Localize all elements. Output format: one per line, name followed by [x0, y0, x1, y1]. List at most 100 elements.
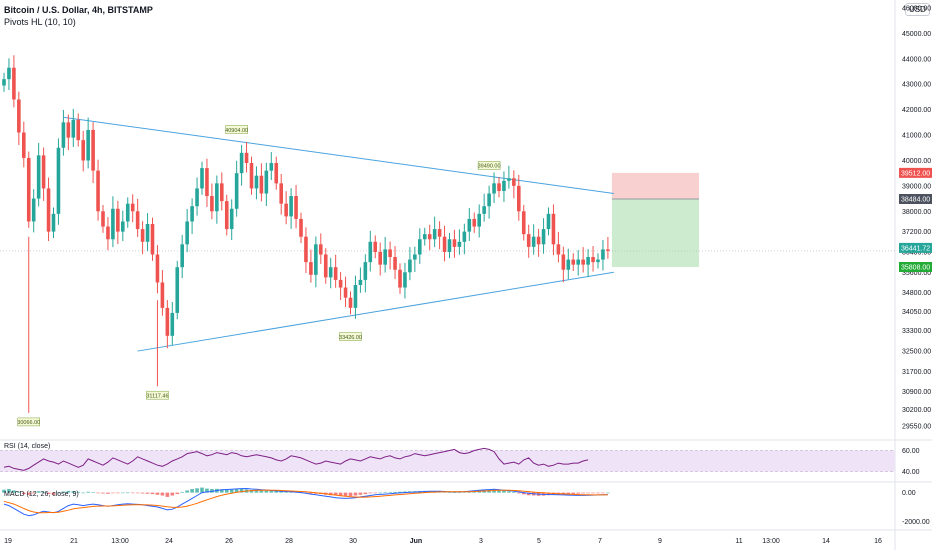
candle-body [457, 241, 462, 247]
time-tick-label: 13:00 [111, 538, 129, 545]
candle-body [190, 206, 194, 222]
candle-body [111, 208, 115, 240]
candle-body [220, 183, 224, 202]
price-tick-label: 44000.00 [902, 56, 931, 63]
price-tick-label: 33300.00 [902, 328, 931, 335]
indicator-label[interactable]: Pivots HL (10, 10) [4, 17, 76, 27]
candle-body [274, 163, 279, 184]
candle-body [512, 178, 516, 186]
time-tick-label: 9 [658, 538, 662, 545]
pivot-label: 33426.00 [339, 335, 362, 341]
price-tick-label: 46000.00 [902, 6, 931, 13]
candle-body [601, 249, 605, 260]
macd-histogram-bar [521, 492, 526, 495]
macd-histogram-bar [86, 491, 90, 493]
candle-body [264, 170, 269, 194]
candle-body [517, 185, 521, 212]
candle-body [393, 257, 397, 270]
candle-body [299, 218, 303, 237]
macd-histogram-bar [101, 492, 105, 494]
macd-histogram-bar [165, 492, 170, 497]
macd-histogram-bar [239, 489, 244, 493]
candle-body [269, 163, 274, 171]
macd-histogram-bar [368, 492, 373, 494]
price-tick-label: 36400.00 [902, 249, 931, 256]
macd-histogram-bar [135, 492, 140, 494]
price-tick-label: 30200.00 [902, 407, 931, 414]
price-tick-label: 43000.00 [902, 82, 931, 89]
candle-body [422, 234, 427, 240]
candle-body [165, 307, 170, 336]
macd-histogram-bar [388, 492, 392, 493]
candle-body [304, 236, 308, 263]
candle-body [61, 122, 66, 148]
macd-histogram-bar [111, 492, 115, 494]
price-tick-label: 35600.00 [902, 270, 931, 277]
candle-body [17, 99, 21, 133]
candle-body [333, 267, 338, 280]
candle-body [408, 259, 412, 273]
time-tick-label: 19 [4, 538, 12, 545]
candle-body [418, 239, 422, 255]
macd-histogram-bar [284, 491, 288, 493]
rsi-tick-label: 40.00 [902, 469, 920, 476]
macd-histogram-bar [160, 492, 165, 496]
candle-body [210, 196, 214, 212]
macd-histogram-bar [591, 492, 595, 494]
currency-badge[interactable]: USD [905, 3, 930, 16]
candle-body [606, 249, 610, 251]
macd-histogram-bar [224, 489, 229, 493]
candle-body [294, 196, 298, 219]
candle-body [46, 188, 51, 232]
candle-body [581, 259, 585, 265]
price-tick-label: 40000.00 [902, 158, 931, 165]
macd-histogram-bar [383, 492, 387, 493]
time-tick-label: 3 [479, 538, 483, 545]
candle-body [403, 272, 407, 288]
candle-body [323, 254, 328, 278]
macd-histogram-bar [452, 492, 457, 493]
macd-histogram-bar [76, 491, 81, 493]
candle-body [596, 259, 600, 263]
macd-histogram-bar [373, 492, 378, 494]
candle-body [279, 183, 283, 204]
macd-histogram-bar [358, 492, 363, 495]
candle-body [150, 224, 155, 255]
candle-body [427, 234, 432, 240]
rsi-line [3, 447, 589, 471]
candle-body [566, 259, 571, 270]
macd-histogram-bar [606, 492, 610, 494]
pivot-label-box [339, 332, 362, 341]
macd-histogram-bar [130, 492, 135, 494]
candle-body [215, 183, 219, 212]
candle-body [135, 211, 140, 230]
macd-histogram-bar [180, 491, 184, 493]
pivot-label: 40904.00 [225, 128, 248, 134]
macd-histogram-bar [66, 490, 71, 493]
candle-body [556, 244, 561, 255]
candle-body [7, 67, 11, 80]
candle-body [348, 297, 353, 308]
macd-histogram-bar [596, 492, 600, 494]
pivot-label-box [225, 125, 248, 134]
candle-body [259, 175, 264, 194]
macd-histogram-bar [264, 490, 269, 493]
candle-body [432, 229, 437, 240]
macd-histogram-bar [581, 492, 585, 494]
candle-body [36, 155, 41, 199]
macd-histogram-bar [96, 492, 100, 494]
candle-body [507, 178, 511, 181]
candle-body [467, 218, 472, 232]
candle-body [502, 180, 506, 191]
candle-body [378, 251, 382, 265]
macd-histogram-bar [125, 492, 130, 494]
macd-histogram-bar [155, 492, 160, 495]
candle-body [2, 79, 6, 86]
candle-body [51, 213, 56, 232]
macd-histogram-bar [502, 490, 506, 493]
candle-body [482, 206, 486, 214]
price-tick-label: 34050.00 [902, 309, 931, 316]
time-tick-label: 21 [70, 538, 78, 545]
macd-histogram-bar [403, 491, 407, 493]
